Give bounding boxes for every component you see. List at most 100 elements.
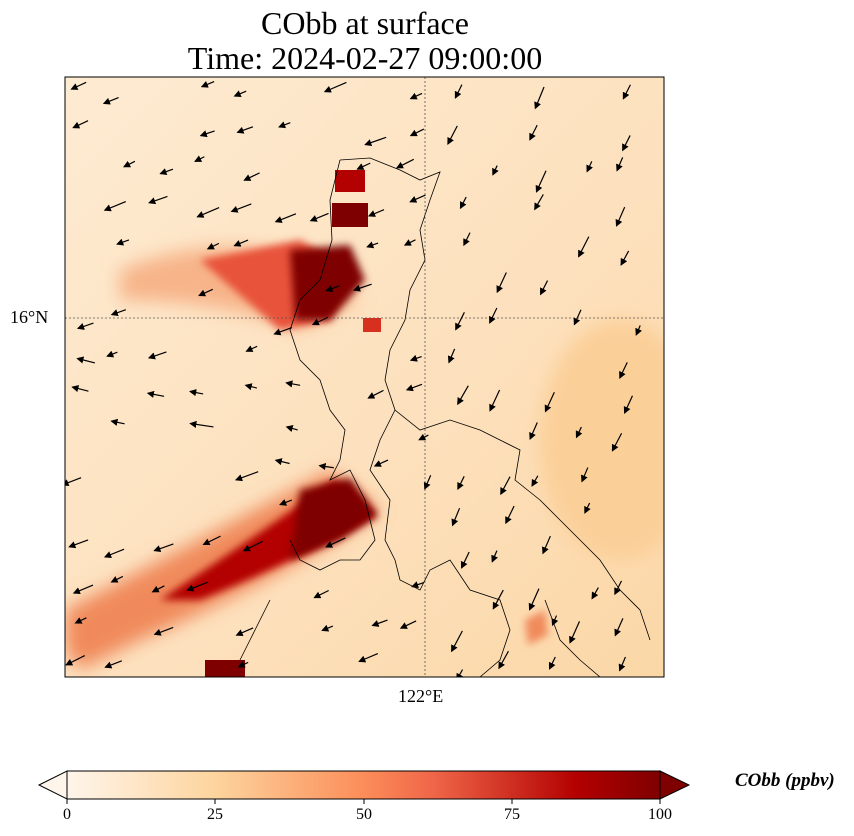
wind-arrow xyxy=(447,125,458,145)
wind-arrow xyxy=(110,575,124,583)
wind-arrow xyxy=(236,126,254,134)
wind-arrow xyxy=(110,309,127,317)
wind-arrow xyxy=(318,462,334,471)
wind-arrow xyxy=(189,420,214,428)
wind-arrow xyxy=(459,196,467,210)
wind-arrow xyxy=(71,385,89,393)
wind-arrow xyxy=(544,392,555,413)
wind-arrow xyxy=(409,128,425,137)
wind-arrow xyxy=(189,389,204,397)
lon-label-122e: 122°E xyxy=(398,686,444,706)
wind-arrow xyxy=(244,383,258,391)
wind-arrow xyxy=(463,232,471,247)
colorbar-tick-25: 25 xyxy=(207,806,223,823)
wind-arrow xyxy=(356,162,371,170)
wind-arrow xyxy=(68,539,89,549)
wind-arrow xyxy=(202,535,221,546)
wind-arrow xyxy=(233,90,247,98)
wind-arrow xyxy=(528,588,540,611)
wind-arrow xyxy=(492,589,504,610)
wind-arrow xyxy=(548,656,556,670)
wind-arrow xyxy=(614,618,624,637)
wind-arrow xyxy=(323,81,347,93)
colorbar xyxy=(37,770,691,804)
wind-arrow xyxy=(153,626,174,636)
wind-arrow xyxy=(418,433,429,441)
wind-arrow xyxy=(373,459,389,467)
wind-arrow xyxy=(186,581,209,592)
wind-arrow xyxy=(245,345,258,352)
colorbar-gradient xyxy=(67,771,660,799)
colorbar-extend-max xyxy=(659,770,691,800)
wind-arrow xyxy=(278,121,291,129)
coastline xyxy=(239,157,651,677)
plot-title: CObb at surface xyxy=(261,5,469,41)
wind-arrow xyxy=(237,661,249,668)
wind-arrow xyxy=(366,241,379,249)
map-panel xyxy=(64,76,665,678)
colorbar-tick-0: 0 xyxy=(63,806,71,823)
lat-label-16n: 16°N xyxy=(10,307,49,327)
wind-arrow xyxy=(104,660,123,669)
wind-arrow xyxy=(196,207,220,218)
wind-arrow xyxy=(405,383,423,392)
wind-arrow xyxy=(447,348,456,364)
colorbar-tick-100: 100 xyxy=(648,806,672,823)
wind-arrow xyxy=(451,630,463,653)
wind-arrow xyxy=(573,309,582,326)
wind-arrow xyxy=(103,548,125,558)
wind-arrow xyxy=(529,124,538,141)
wind-arrow xyxy=(313,589,329,599)
wind-arrow xyxy=(584,502,591,514)
wind-arrow xyxy=(635,325,642,336)
wind-arrow xyxy=(65,477,82,487)
wind-arrow xyxy=(159,168,174,176)
wind-arrow xyxy=(586,161,593,173)
wind-vectors xyxy=(65,80,642,677)
wind-arrow xyxy=(234,471,259,482)
wind-arrow xyxy=(274,458,290,466)
wind-arrow xyxy=(72,584,94,595)
wind-arrow xyxy=(122,160,136,168)
wind-arrow xyxy=(409,194,426,203)
wind-arrow xyxy=(367,389,384,399)
wind-arrow xyxy=(325,537,346,548)
wind-arrow xyxy=(102,97,119,105)
wind-arrow xyxy=(496,272,507,294)
wind-arrow xyxy=(457,476,465,491)
wind-arrow xyxy=(489,307,498,324)
wind-arrow xyxy=(199,130,215,138)
wind-arrow xyxy=(285,425,298,432)
wind-arrow xyxy=(540,280,549,296)
wind-arrow xyxy=(409,92,423,100)
wind-arrow xyxy=(622,135,631,152)
wind-arrow xyxy=(505,505,515,525)
wind-arrow xyxy=(578,236,590,258)
colorbar-extend-min xyxy=(37,770,68,800)
wind-arrow xyxy=(619,362,628,379)
wind-arrow xyxy=(242,540,263,552)
wind-arrow xyxy=(367,209,385,217)
wind-arrow xyxy=(614,580,623,596)
wind-arrow xyxy=(423,474,432,490)
wind-arrow xyxy=(200,80,215,88)
colorbar-tick-50: 50 xyxy=(356,806,372,823)
wind-arrow xyxy=(451,507,461,527)
wind-arrow xyxy=(194,155,205,162)
wind-arrow xyxy=(529,422,538,440)
wind-arrow xyxy=(110,418,125,426)
wind-arrow xyxy=(279,499,293,506)
wind-arrow xyxy=(531,475,539,487)
wind-arrow xyxy=(591,587,599,600)
wind-arrow xyxy=(622,84,631,100)
wind-arrow xyxy=(611,432,623,452)
wind-arrow xyxy=(206,242,220,250)
wind-arrow xyxy=(500,476,511,496)
wind-arrow xyxy=(489,389,501,412)
wind-arrow xyxy=(116,238,130,246)
wind-arrow xyxy=(243,172,260,181)
wind-arrow xyxy=(551,615,559,627)
wind-arrow xyxy=(285,380,301,388)
plot-time: Time: 2024-02-27 09:00:00 xyxy=(187,40,543,76)
concentration-field xyxy=(65,77,664,677)
